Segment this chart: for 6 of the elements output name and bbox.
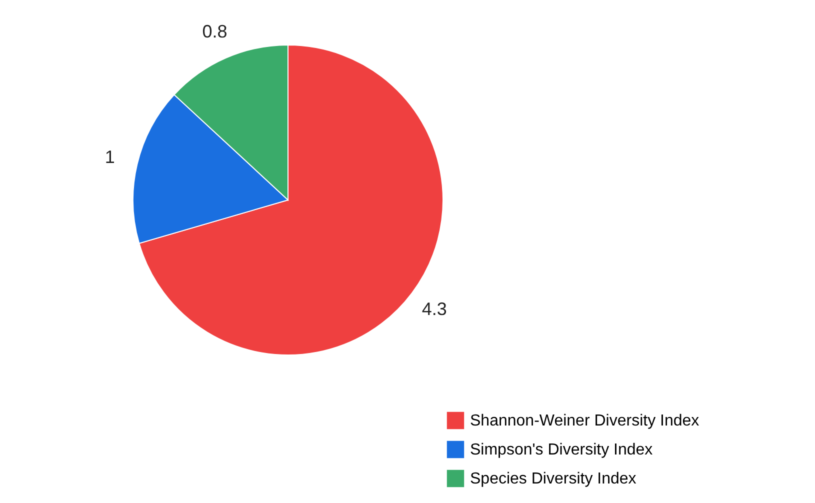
legend-label: Shannon-Weiner Diversity Index bbox=[470, 412, 700, 430]
legend-label: Species Diversity Index bbox=[470, 470, 636, 488]
legend-label: Simpson's Diversity Index bbox=[470, 442, 653, 458]
data-label: 1 bbox=[104, 146, 115, 167]
data-label: 0.8 bbox=[202, 21, 228, 42]
data-label: 4.3 bbox=[422, 298, 447, 319]
